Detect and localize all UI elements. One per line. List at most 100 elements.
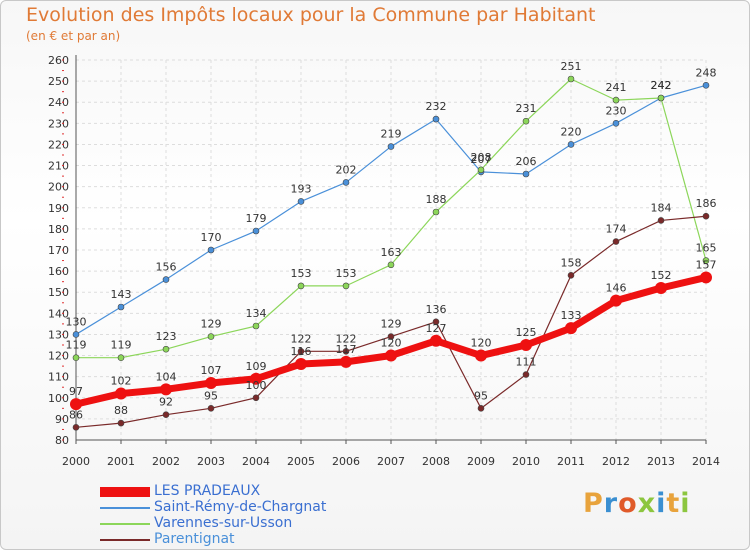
y-tick-label: 150 [48,286,69,299]
data-label: 111 [516,356,537,369]
data-label: 129 [201,318,222,331]
logo-letter: i [680,488,691,519]
x-tick-label: 2003 [197,455,225,468]
data-point [162,411,170,418]
data-label: 88 [114,404,128,417]
series-parentignat [72,212,710,431]
x-tick-label: 2014 [692,455,720,468]
grid [75,59,707,441]
data-point [522,371,530,378]
data-label: 207 [471,153,492,166]
x-tick-label: 2013 [647,455,675,468]
data-label: 158 [561,256,582,269]
data-label: 153 [291,267,312,280]
data-point [342,282,350,290]
data-label: 242 [651,79,672,92]
y-tick-label: 210 [48,160,69,173]
data-label: 206 [516,155,537,168]
y-tick-label: 100 [48,392,69,405]
data-point [700,271,712,284]
data-point [162,345,170,353]
data-point [567,141,575,148]
data-point [252,322,260,330]
series-lines [70,75,712,431]
data-point [72,331,80,338]
data-label: 152 [651,269,672,282]
data-point [477,405,485,412]
data-point [207,246,215,254]
data-point [117,354,125,361]
data-label: 184 [651,201,672,214]
data-label: 107 [201,364,222,377]
data-label: 119 [111,339,132,352]
data-point [250,372,262,385]
data-point [297,348,305,355]
data-point [612,120,620,127]
y-tick-label: 230 [48,117,69,130]
x-tick-label: 2001 [107,455,135,468]
data-label: 232 [426,100,447,113]
x-tick-label: 2009 [467,455,495,468]
data-label: 208 [471,151,492,164]
data-point [565,322,577,335]
data-label: 97 [69,385,83,398]
data-label: 104 [156,370,177,383]
data-point [567,75,575,83]
x-tick-label: 2000 [62,455,90,468]
data-label: 120 [471,337,492,350]
data-label: 120 [381,337,402,350]
y-tick-label: 250 [48,75,69,88]
data-point [475,349,487,362]
data-point [160,383,172,396]
data-label: 248 [696,66,717,79]
data-point [295,358,307,370]
data-point [385,349,397,362]
data-label: 242 [651,79,672,92]
data-label: 100 [246,379,267,392]
legend-swatch [100,487,150,497]
data-point [72,424,80,431]
logo-letter: x [637,488,657,519]
x-tick-label: 2002 [152,455,180,468]
y-tick-label: 160 [48,265,69,278]
data-label: 109 [246,360,267,373]
legend-label: Saint-Rémy-de-Chargnat [154,499,327,515]
data-point [342,348,350,355]
data-point [117,303,125,311]
data-label: 193 [291,182,312,195]
data-point [612,96,620,104]
data-point [567,272,575,279]
data-point [430,334,442,347]
x-tick-label: 2006 [332,455,360,468]
data-label: 202 [336,163,357,176]
y-tick-label: 240 [48,96,69,109]
data-label: 136 [426,303,447,316]
logo-letter: i [656,488,667,519]
x-tick-label: 2005 [287,455,315,468]
logo-letter: t [666,488,681,519]
y-tick-label: 200 [48,181,69,194]
data-label: 117 [336,343,357,356]
data-label: 122 [291,332,312,345]
data-point [702,212,710,220]
data-label: 122 [336,332,357,345]
data-label: 241 [606,81,627,94]
data-point [655,282,667,294]
logo-letter: o [618,488,638,519]
data-label: 130 [66,315,87,328]
data-point [72,354,80,361]
logo-letter: r [603,488,619,519]
data-label: 174 [606,223,627,236]
data-point [115,387,127,400]
data-label: 179 [246,212,267,225]
data-point [432,318,440,326]
data-point [522,170,530,178]
y-tick-label: 180 [48,223,69,236]
y-tick-label: 260 [48,54,69,67]
x-tick-label: 2010 [512,455,540,468]
data-point [297,198,305,205]
data-label: 153 [336,267,357,280]
data-label: 157 [696,258,717,271]
data-label: 146 [606,282,627,295]
